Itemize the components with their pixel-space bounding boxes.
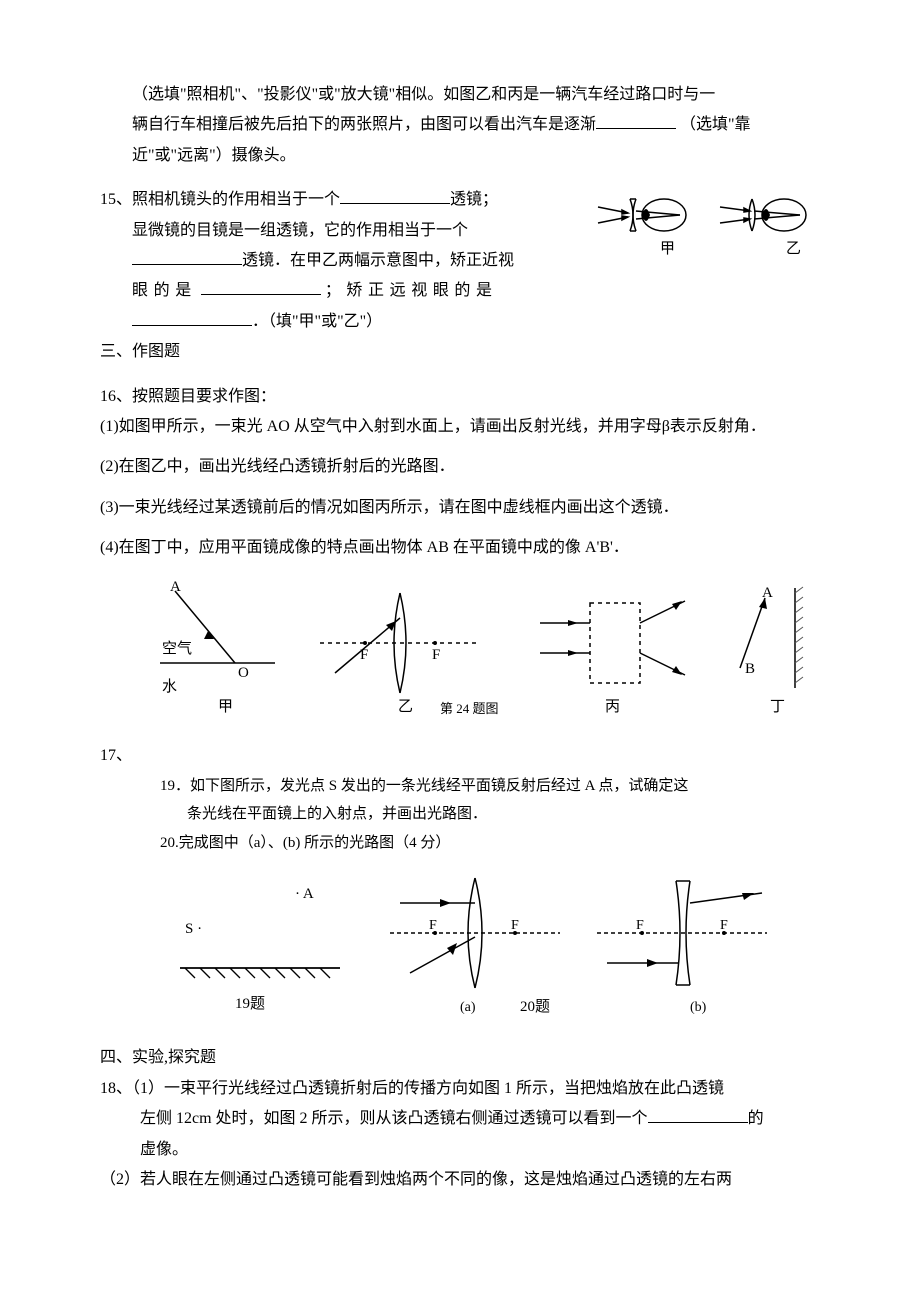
figure-24: A O 空气 水 甲 F F 乙 第 24 题图	[140, 573, 820, 723]
eye-lenses-svg: 甲 乙	[590, 185, 820, 265]
text: 16、按照题目要求作图：	[100, 388, 276, 405]
q16-p2: (2)在图乙中，画出光线经凸透镜折射后的光路图．	[100, 452, 820, 482]
q17-19a: 19．如下图所示，发光点 S 发出的一条光线经平面镜反射后经过 A 点，试确定这	[160, 772, 820, 801]
blank-fill[interactable]	[132, 246, 242, 265]
q18-line3: 虚像。	[100, 1135, 820, 1165]
q15-figure: 甲 乙	[590, 185, 820, 265]
label-A: A	[170, 579, 181, 595]
figure-19-20-svg: S · · A 19题 F F (a)	[160, 863, 780, 1023]
q15-block: 15、照相机镜头的作用相当于一个 透镜； 显微镜的目镜是一组透镜，它的作用相当于一…	[100, 185, 820, 337]
q14-continuation: （选填"照相机"、"投影仪"或"放大镜"相似。如图乙和丙是一辆汽车经过路口时与一…	[100, 80, 820, 171]
text: 三、作图题	[100, 343, 180, 360]
figure-24-caption: 第 24 题图	[440, 701, 499, 716]
text: 虚像。	[140, 1141, 188, 1158]
q14-line2: 辆自行车相撞后被先后拍下的两张照片，由图可以看出汽车是逐渐 （选填"靠	[100, 110, 820, 140]
text: 条光线在平面镜上的入射点，并画出光路图．	[187, 806, 487, 822]
label-water: 水	[162, 678, 177, 695]
text: ．（填"甲"或"乙"）	[252, 313, 382, 330]
blank-fill[interactable]	[648, 1105, 748, 1124]
caption-20: 20题	[520, 999, 550, 1015]
q14-line1: （选填"照相机"、"投影仪"或"放大镜"相似。如图乙和丙是一辆汽车经过路口时与一	[100, 80, 820, 110]
q17-19b: 条光线在平面镜上的入射点，并画出光路图．	[160, 800, 820, 829]
text: 辆自行车相撞后被先后拍下的两张照片，由图可以看出汽车是逐渐	[132, 116, 596, 133]
text: 左侧 12cm 处时，如图 2 所示，则从该凸透镜右侧通过透镜可以看到一个	[140, 1110, 648, 1127]
label-yi: 乙	[398, 699, 413, 715]
label-O: O	[238, 665, 249, 681]
label-Fb1: F	[636, 918, 644, 933]
text: 17、	[100, 747, 132, 764]
text: 的	[748, 1110, 764, 1127]
figure-24-svg: A O 空气 水 甲 F F 乙 第 24 题图	[140, 573, 820, 723]
label-bing: 丙	[605, 699, 620, 715]
label-A2: A	[762, 585, 773, 601]
text: （选填"靠	[680, 116, 751, 133]
label-yi: 乙	[786, 241, 801, 257]
label-ding: 丁	[770, 699, 785, 715]
label-Fa1: F	[429, 918, 437, 933]
figure-19-20: S · · A 19题 F F (a)	[160, 863, 820, 1023]
text: (1)如图甲所示，一束光 AO 从空气中入射到水面上，请画出反射光线，并用字母β…	[100, 418, 766, 435]
text: 四、实验,探究题	[100, 1049, 216, 1066]
text: (2)在图乙中，画出光线经凸透镜折射后的光路图．	[100, 458, 455, 475]
label-S: S ·	[185, 921, 202, 937]
q15-line1: 15、照相机镜头的作用相当于一个 透镜；	[100, 185, 578, 215]
q15-line3: 透镜．在甲乙两幅示意图中，矫正近视	[100, 246, 578, 276]
q17-head: 17、	[100, 741, 820, 771]
q15-line2: 显微镜的目镜是一组透镜，它的作用相当于一个	[100, 216, 578, 246]
text: （2）若人眼在左侧通过凸透镜可能看到烛焰两个不同的像，这是烛焰通过凸透镜的左右两	[100, 1171, 732, 1188]
text: 透镜．在甲乙两幅示意图中，矫正近视	[242, 252, 514, 269]
q16-head: 16、按照题目要求作图：	[100, 382, 820, 412]
text: 近"或"远离"）摄像头。	[132, 147, 296, 164]
text: 透镜；	[450, 191, 498, 208]
section-4-heading: 四、实验,探究题	[100, 1043, 820, 1073]
q18-line1: 18、（1）一束平行光线经过凸透镜折射后的传播方向如图 1 所示，当把烛焰放在此…	[100, 1074, 820, 1104]
q17-inner: 19．如下图所示，发光点 S 发出的一条光线经平面镜反射后经过 A 点，试确定这…	[160, 772, 820, 858]
q18-line2: 左侧 12cm 处时，如图 2 所示，则从该凸透镜右侧通过透镜可以看到一个 的	[100, 1104, 820, 1134]
label-Fb2: F	[720, 918, 728, 933]
blank-fill[interactable]	[132, 307, 252, 326]
label-B: B	[745, 661, 755, 677]
q18-p2: （2）若人眼在左侧通过凸透镜可能看到烛焰两个不同的像，这是烛焰通过凸透镜的左右两	[100, 1165, 820, 1195]
text: （选填"照相机"、"投影仪"或"放大镜"相似。如图乙和丙是一辆汽车经过路口时与一	[132, 86, 715, 103]
text: ；矫正远视眼的是	[325, 282, 498, 299]
blank-fill[interactable]	[596, 111, 676, 130]
text: (4)在图丁中，应用平面镜成像的特点画出物体 AB 在平面镜中成的像 A'B'．	[100, 539, 629, 556]
q16-p1: (1)如图甲所示，一束光 AO 从空气中入射到水面上，请画出反射光线，并用字母β…	[100, 412, 820, 442]
q15-text: 15、照相机镜头的作用相当于一个 透镜； 显微镜的目镜是一组透镜，它的作用相当于一…	[100, 185, 578, 337]
q14-line3: 近"或"远离"）摄像头。	[100, 141, 820, 171]
text: 20.完成图中（a）、(b) 所示的光路图（4 分）	[160, 835, 450, 851]
text: 18、（1）一束平行光线经过凸透镜折射后的传播方向如图 1 所示，当把烛焰放在此…	[100, 1080, 724, 1097]
text: 眼的是	[132, 282, 197, 299]
q16-p3: (3)一束光线经过某透镜前后的情况如图丙所示，请在图中虚线框内画出这个透镜．	[100, 493, 820, 523]
q15-line4: 眼的是 ；矫正远视眼的是	[100, 276, 578, 306]
label-jia: 甲	[660, 241, 675, 257]
label-air: 空气	[162, 640, 192, 657]
label-F2: F	[432, 647, 440, 663]
label-b: (b)	[690, 1000, 707, 1015]
label-Fa2: F	[511, 918, 519, 933]
blank-fill[interactable]	[201, 277, 321, 296]
text: 19．如下图所示，发光点 S 发出的一条光线经平面镜反射后经过 A 点，试确定这	[160, 778, 688, 794]
q16-p4: (4)在图丁中，应用平面镜成像的特点画出物体 AB 在平面镜中成的像 A'B'．	[100, 533, 820, 563]
label-jia: 甲	[218, 699, 233, 715]
q15-line5: ．（填"甲"或"乙"）	[100, 307, 578, 337]
text: 15、照相机镜头的作用相当于一个	[100, 191, 340, 208]
text: (3)一束光线经过某透镜前后的情况如图丙所示，请在图中虚线框内画出这个透镜．	[100, 499, 679, 516]
section-3-heading: 三、作图题	[100, 337, 820, 367]
q17-20: 20.完成图中（a）、(b) 所示的光路图（4 分）	[160, 829, 820, 858]
caption-19: 19题	[235, 996, 265, 1012]
label-A: · A	[295, 886, 314, 902]
text: 显微镜的目镜是一组透镜，它的作用相当于一个	[132, 222, 468, 239]
label-F: F	[360, 647, 368, 663]
label-a: (a)	[460, 1000, 476, 1015]
blank-fill[interactable]	[340, 186, 450, 205]
